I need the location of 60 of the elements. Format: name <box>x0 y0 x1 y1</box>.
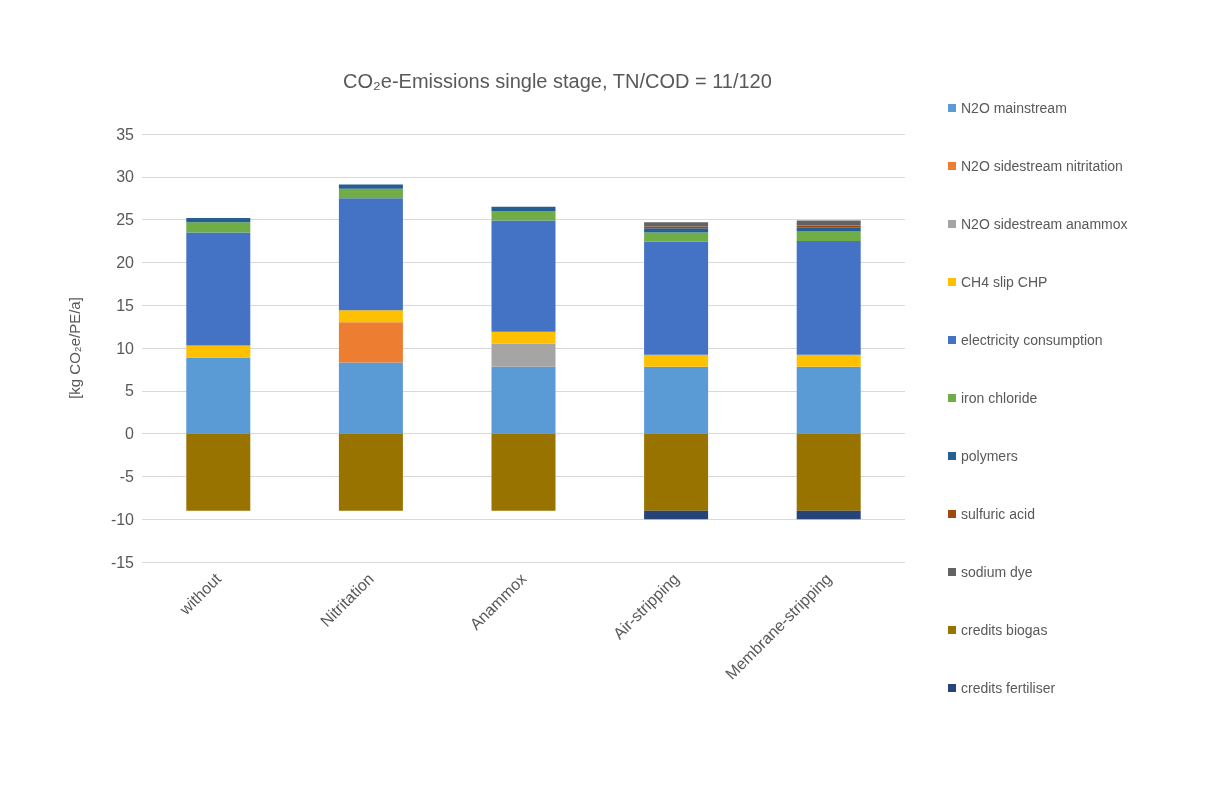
legend-label: electricity consumption <box>961 332 1103 348</box>
y-tick-label: -10 <box>110 510 135 528</box>
bar <box>796 366 861 434</box>
bar <box>644 354 709 367</box>
y-tick-label: 35 <box>116 125 135 143</box>
bar <box>338 188 403 199</box>
bar <box>186 217 251 223</box>
bar <box>186 357 251 434</box>
bar <box>644 241 709 355</box>
y-tick-label: 30 <box>116 168 135 186</box>
bar <box>644 433 709 511</box>
bar <box>491 331 556 344</box>
bar <box>796 231 861 241</box>
bar <box>644 222 709 227</box>
legend-label: N2O mainstream <box>961 100 1067 116</box>
bar <box>491 343 556 367</box>
legend-label: polymers <box>961 448 1018 464</box>
bar <box>186 222 251 233</box>
bar <box>644 232 709 242</box>
bar <box>491 211 556 221</box>
bar <box>491 206 556 212</box>
y-axis-title: [kg CO₂e/PE/a] <box>66 297 83 399</box>
legend-label: iron chloride <box>961 390 1038 406</box>
y-tick-label: 10 <box>116 339 135 357</box>
y-tick-label: -15 <box>110 553 135 571</box>
bar <box>186 232 251 346</box>
bar <box>338 184 403 189</box>
bar <box>338 322 403 363</box>
bar <box>796 510 861 520</box>
legend-label: sodium dye <box>961 564 1033 580</box>
bar <box>796 227 861 232</box>
legend-label: N2O sidestream nitritation <box>961 158 1123 174</box>
bar <box>796 354 861 367</box>
y-tick-label: 5 <box>125 382 135 400</box>
legend-label: sulfuric acid <box>961 506 1035 522</box>
y-tick-label: -5 <box>119 467 135 485</box>
legend-label: N2O sidestream anammox <box>961 216 1128 232</box>
bar <box>796 220 861 226</box>
bar <box>338 362 403 434</box>
bar <box>338 310 403 323</box>
y-tick-label: 0 <box>125 425 135 443</box>
bar <box>796 433 861 511</box>
legend-label: CH4 slip CHP <box>961 274 1048 290</box>
bar <box>644 228 709 233</box>
bar <box>644 510 709 520</box>
legend-label: credits fertiliser <box>961 680 1056 696</box>
y-tick-label: 20 <box>116 253 135 271</box>
bar <box>644 366 709 434</box>
bar <box>796 241 861 355</box>
chart-title: CO₂e-Emissions single stage, TN/COD = 11/120 <box>343 70 772 92</box>
bar <box>491 433 556 511</box>
legend-label: credits biogas <box>961 622 1048 638</box>
bar <box>186 433 251 511</box>
bar <box>186 345 251 358</box>
bar <box>338 198 403 311</box>
bar <box>491 220 556 332</box>
y-tick-label: 25 <box>116 211 135 229</box>
y-tick-label: 15 <box>116 296 135 314</box>
bar <box>338 433 403 511</box>
bar <box>491 366 556 434</box>
